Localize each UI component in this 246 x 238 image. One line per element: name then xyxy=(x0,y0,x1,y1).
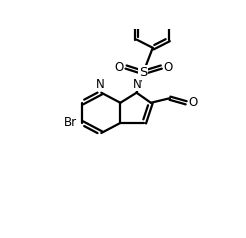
Text: O: O xyxy=(164,60,173,74)
Text: N: N xyxy=(96,78,105,90)
Text: S: S xyxy=(139,66,147,79)
Text: Br: Br xyxy=(64,116,77,129)
Text: N: N xyxy=(133,78,141,90)
Text: O: O xyxy=(188,96,198,109)
Text: O: O xyxy=(115,60,124,74)
